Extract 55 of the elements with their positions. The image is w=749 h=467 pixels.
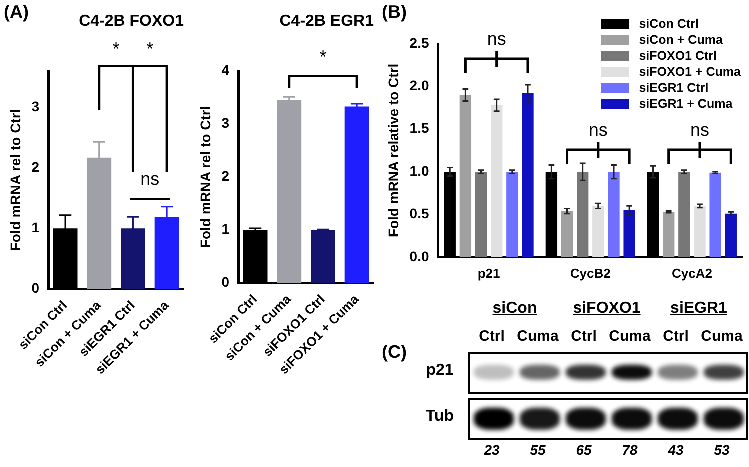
y-tick-label: 0	[222, 274, 230, 290]
legend-label: siFOXO1 + Cuma	[639, 65, 741, 79]
annotation: ns	[690, 120, 710, 140]
text: *	[112, 39, 120, 60]
y-tick-label: 3	[32, 98, 40, 114]
text: siEGR1	[670, 300, 728, 318]
y-axis-title: Fold mRNA rel to Ctrl	[7, 109, 24, 252]
category-label: Cuma	[701, 328, 743, 345]
text: *	[320, 47, 327, 68]
text: Tub	[426, 408, 454, 426]
x-tick-label: CycB2	[570, 266, 611, 281]
legend-label: siCon + Cuma	[639, 33, 723, 47]
y-tick-label: 3	[222, 115, 230, 132]
data-label: 65	[576, 442, 592, 458]
y-tick-label: 2	[222, 168, 230, 184]
y-tick-label: 0	[32, 280, 40, 296]
chart-title: C4-2B EGR1	[280, 13, 374, 30]
text: (A)	[4, 2, 29, 22]
data-label: 55	[530, 442, 546, 458]
data-label: 43	[668, 442, 684, 458]
category-label: Cuma	[517, 328, 559, 345]
y-tick-label: 1.5	[410, 120, 430, 136]
legend-label: siEGR1 + Cuma	[639, 97, 733, 111]
y-tick-label: 0.0	[410, 248, 430, 264]
y-tick-label: 4	[222, 62, 230, 78]
y-axis-title: Fold mRNA relative to Ctrl	[385, 64, 402, 238]
text: (C)	[382, 342, 407, 363]
x-tick-label: p21	[478, 266, 500, 281]
category-label: Cuma	[609, 328, 651, 345]
y-tick-label: 1.0	[410, 162, 430, 179]
legend-label: siCon Ctrl	[639, 17, 699, 31]
y-tick-label: 2	[32, 158, 40, 175]
category-label: Ctrl	[663, 328, 689, 345]
data-label: 53	[714, 442, 730, 458]
y-tick-label: 0.5	[410, 206, 430, 222]
data-label: 23	[484, 442, 500, 458]
category-label: Ctrl	[479, 328, 505, 345]
annotation: ns	[487, 28, 506, 49]
data-label: 78	[622, 442, 638, 458]
text: siFOXO1	[573, 300, 641, 318]
category-label: Ctrl	[571, 328, 597, 345]
legend-label: siFOXO1 Ctrl	[639, 49, 718, 63]
text: *	[146, 39, 154, 60]
y-axis-title: Fold mRNA rel to Ctrl	[197, 106, 214, 248]
chart-title: C4-2B FOXO1	[79, 13, 184, 30]
text: siCon	[492, 300, 538, 318]
y-tick-label: 2.0	[410, 78, 430, 94]
x-tick-label: CycA2	[672, 266, 712, 281]
y-tick-label: 1	[222, 221, 230, 238]
y-tick-label: 1	[32, 220, 40, 236]
annotation: ns	[588, 120, 608, 140]
annotation: ns	[140, 169, 160, 190]
text: (B)	[382, 2, 407, 22]
y-tick-label: 2.5	[410, 34, 430, 51]
legend-label: siEGR1 Ctrl	[639, 81, 709, 95]
